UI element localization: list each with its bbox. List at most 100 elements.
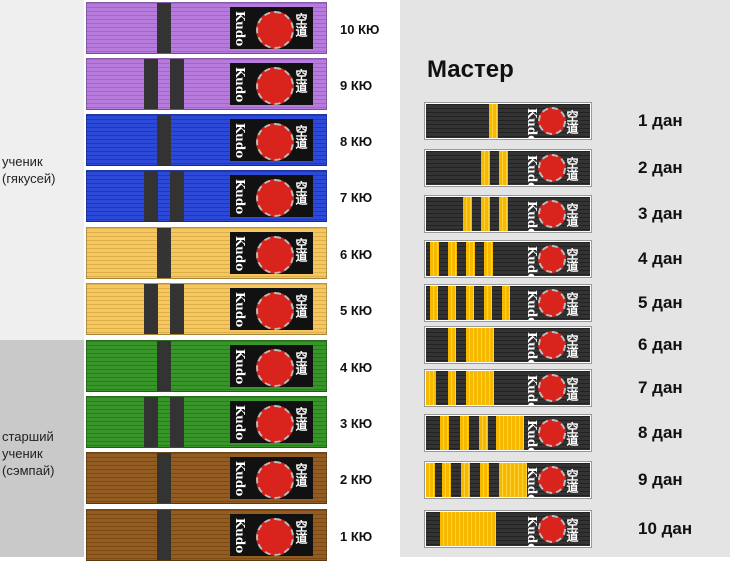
gold-stripe	[440, 512, 496, 546]
gold-stripe	[448, 242, 457, 276]
belt-logo: Kudo 空道	[522, 242, 584, 276]
kyu-belt: Kudo 空道	[86, 340, 327, 392]
logo-text: Kudo	[233, 179, 247, 215]
kudo-emblem-icon	[256, 349, 294, 387]
kanji-icon: 空道	[565, 110, 579, 134]
dan-label: 8 дан	[638, 423, 683, 442]
kudo-emblem-icon	[256, 179, 294, 217]
kudo-emblem-icon	[256, 405, 294, 443]
dan-belt: Kudo 空道	[424, 102, 592, 140]
rank-stripe	[144, 397, 158, 447]
gold-stripe	[426, 463, 435, 497]
kudo-emblem-icon	[256, 461, 294, 499]
kudo-emblem-icon	[256, 123, 294, 161]
dan-label: 6 дан	[638, 335, 683, 354]
senior-group-panel	[0, 340, 84, 557]
belt-logo: Kudo 空道	[230, 175, 313, 217]
gold-stripe	[466, 242, 475, 276]
kyu-belt: Kudo 空道	[86, 396, 327, 448]
logo-text: Kudo	[525, 290, 539, 321]
gold-stripe	[481, 151, 490, 185]
belt-logo: Kudo 空道	[522, 104, 584, 138]
logo-text: Kudo	[525, 467, 539, 498]
belt-logo: Kudo 空道	[522, 512, 584, 546]
gold-stripe	[481, 197, 490, 231]
group-label-senior: старший ученик (сэмпай)	[2, 429, 55, 478]
kanji-icon: 空道	[294, 13, 308, 37]
dan-belt: Kudo 空道	[424, 284, 592, 322]
belt-logo: Kudo 空道	[230, 119, 313, 161]
kanji-icon: 空道	[294, 463, 308, 487]
kyu-label: 7 КЮ	[340, 190, 373, 205]
kudo-emblem-icon	[538, 154, 566, 182]
dan-label: 3 дан	[638, 204, 683, 223]
dan-belt: Kudo 空道	[424, 240, 592, 278]
dan-label: 9 дан	[638, 470, 683, 489]
kudo-emblem-icon	[256, 11, 294, 49]
dan-label: 5 дан	[638, 293, 683, 312]
kudo-emblem-icon	[538, 331, 566, 359]
kudo-emblem-icon	[538, 107, 566, 135]
gold-stripe	[502, 286, 510, 320]
belt-logo: Kudo 空道	[230, 63, 313, 105]
kudo-emblem-icon	[538, 466, 566, 494]
kudo-emblem-icon	[256, 292, 294, 330]
group-label-student: ученик (гякусей)	[2, 154, 56, 186]
kudo-emblem-icon	[538, 515, 566, 543]
kudo-emblem-icon	[256, 67, 294, 105]
gold-stripe	[480, 463, 489, 497]
dan-belt: Kudo 空道	[424, 510, 592, 548]
kanji-icon: 空道	[294, 125, 308, 149]
gold-stripe	[448, 328, 456, 362]
dan-belt: Kudo 空道	[424, 369, 592, 407]
rank-stripe	[157, 3, 171, 53]
kudo-emblem-icon	[538, 289, 566, 317]
kyu-label: 3 КЮ	[340, 416, 373, 431]
rank-stripe	[157, 341, 171, 391]
dan-label: 10 дан	[638, 519, 693, 538]
belt-logo: Kudo 空道	[230, 345, 313, 387]
logo-text: Kudo	[525, 332, 539, 363]
kudo-emblem-icon	[256, 236, 294, 274]
kanji-icon: 空道	[565, 422, 579, 446]
gold-stripe	[426, 371, 436, 405]
kanji-icon: 空道	[294, 520, 308, 544]
kanji-icon: 空道	[565, 248, 579, 272]
logo-text: Kudo	[233, 123, 247, 159]
belt-logo: Kudo 空道	[522, 328, 584, 362]
logo-text: Kudo	[525, 420, 539, 451]
rank-stripe	[170, 59, 184, 109]
gold-stripe	[489, 104, 498, 138]
belt-logo: Kudo 空道	[230, 457, 313, 499]
belt-logo: Kudo 空道	[230, 232, 313, 274]
rank-stripe	[157, 453, 171, 503]
rank-stripe	[170, 397, 184, 447]
kyu-belt: Kudo 空道	[86, 283, 327, 335]
gold-stripe	[448, 286, 456, 320]
kyu-belt: Kudo 空道	[86, 2, 327, 54]
kanji-icon: 空道	[565, 377, 579, 401]
logo-text: Kudo	[525, 516, 539, 547]
dan-belt: Kudo 空道	[424, 326, 592, 364]
gold-stripe	[466, 286, 474, 320]
kyu-label: 9 КЮ	[340, 78, 373, 93]
rank-stripe	[157, 510, 171, 560]
gold-stripe	[466, 371, 494, 405]
belt-logo: Kudo 空道	[230, 401, 313, 443]
dan-belt: Kudo 空道	[424, 461, 592, 499]
kanji-icon: 空道	[565, 469, 579, 493]
kanji-icon: 空道	[565, 334, 579, 358]
logo-text: Kudo	[233, 236, 247, 272]
gold-stripe	[499, 463, 527, 497]
kyu-label: 10 КЮ	[340, 22, 380, 37]
kyu-belt: Kudo 空道	[86, 170, 327, 222]
logo-text: Kudo	[233, 292, 247, 328]
belt-logo: Kudo 空道	[522, 286, 584, 320]
gold-stripe	[499, 197, 508, 231]
master-title: Мастер	[427, 56, 514, 83]
kyu-belt: Kudo 空道	[86, 509, 327, 561]
student-group-panel	[0, 0, 84, 340]
kyu-belt: Kudo 空道	[86, 58, 327, 110]
rank-stripe	[170, 171, 184, 221]
logo-text: Kudo	[525, 375, 539, 406]
